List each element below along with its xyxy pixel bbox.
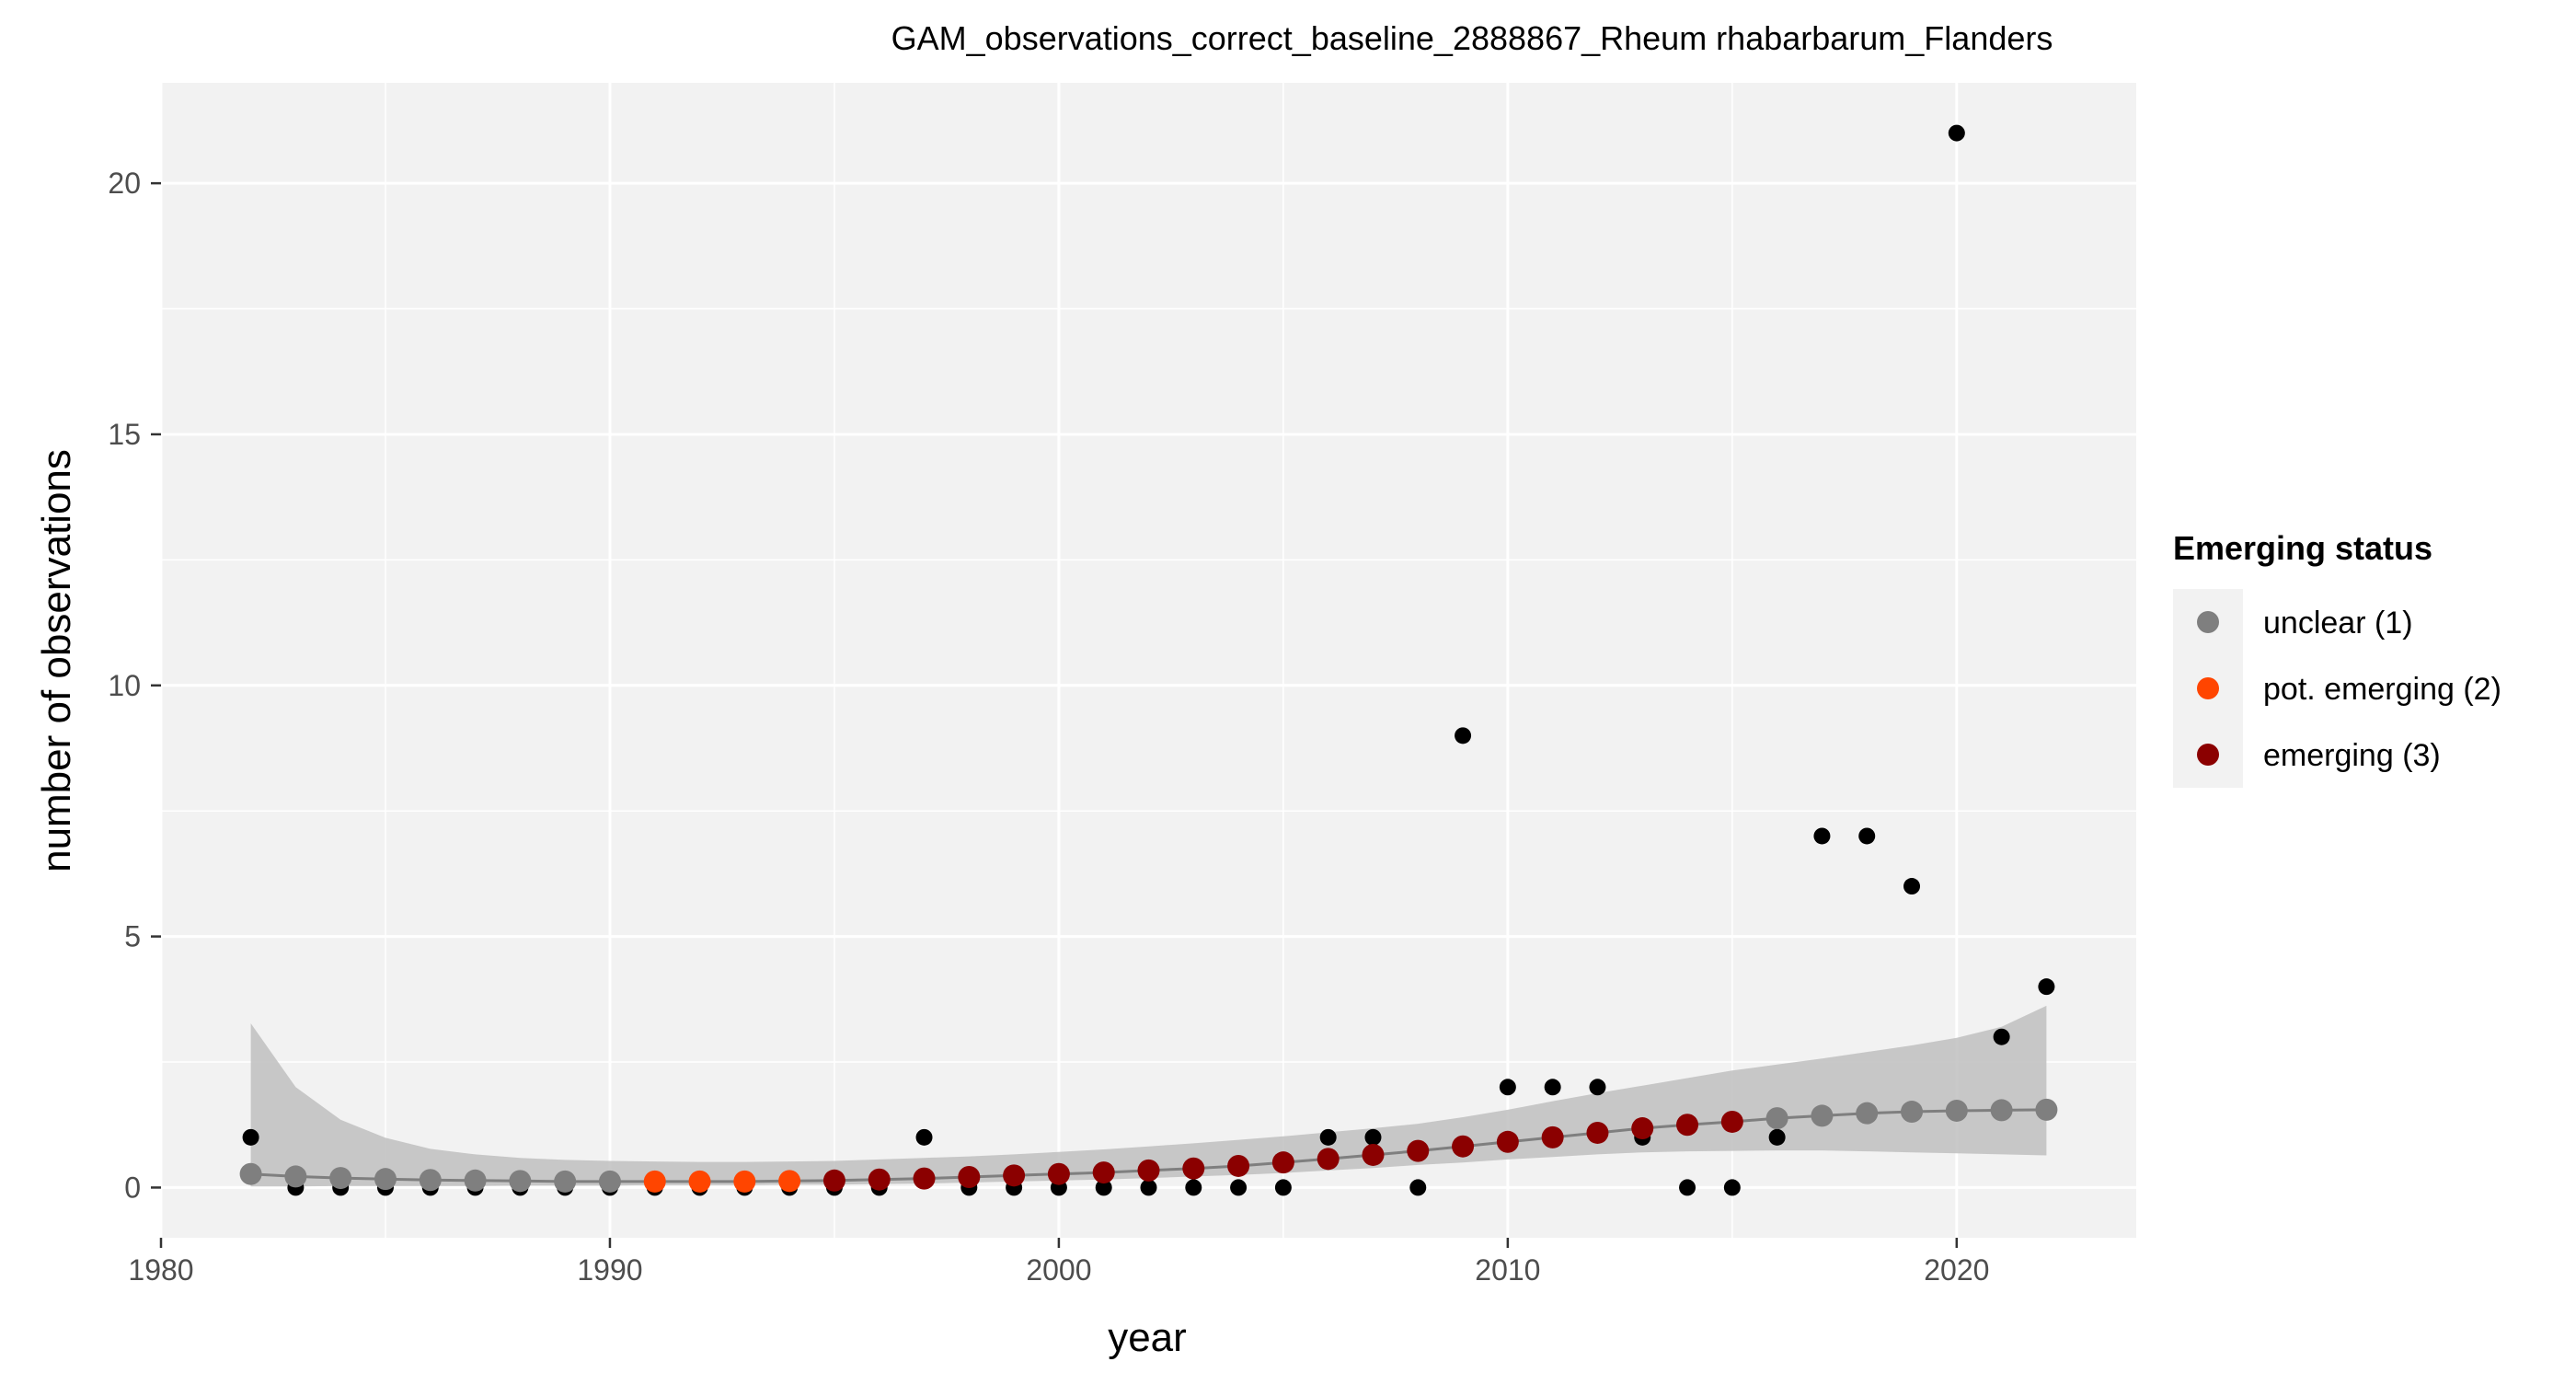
y-tick-label: 5 [124,920,141,953]
gam-fit-point [1496,1130,1519,1153]
observation-point [1768,1128,1786,1146]
observation-point [1679,1179,1696,1196]
observation-point [1993,1028,2010,1045]
observation-point [1274,1179,1292,1196]
gam-fit-point [329,1167,352,1190]
x-tick-label: 2010 [1475,1253,1540,1287]
y-tick-label: 20 [108,167,141,200]
legend-entries: unclear (1) pot. emerging (2) emerging (3) [2197,606,2501,773]
legend-key [2197,744,2219,766]
gam-fit-point [958,1165,981,1188]
gam-fit-point [1586,1121,1609,1144]
gam-fit-point [598,1170,621,1193]
observation-point [1903,878,1921,895]
legend-label: unclear (1) [2263,606,2413,641]
observation-point [915,1128,933,1146]
observation-point [1455,727,1472,744]
gam-fit-point [1452,1135,1475,1158]
x-axis-label: year [1108,1315,1187,1360]
gam-fit-point [733,1170,756,1193]
legend-label: pot. emerging (2) [2263,672,2501,707]
gam-fit-point [464,1169,487,1192]
gam-fit-point [1945,1099,1968,1122]
gam-fit-point [1092,1161,1115,1184]
axes: 1980 1990 2000 2010 2020 0 5 10 15 20 [108,167,1989,1287]
gam-fit-point [1541,1125,1564,1148]
gam-fit-point [1407,1139,1430,1162]
x-tick-label: 2020 [1924,1253,1989,1287]
observation-point [1544,1079,1561,1096]
observation-point [1319,1128,1337,1146]
gam-fit-point [1003,1164,1026,1187]
y-axis-label: number of observations [34,449,79,872]
observation-point [1948,124,1965,142]
observation-point [1409,1179,1427,1196]
grid [159,83,2136,1238]
gam-fit-point [374,1168,397,1191]
y-tick-label: 15 [108,418,141,451]
observation-point [1140,1179,1157,1196]
observation-point [1589,1079,1606,1096]
chart-title: GAM_observations_correct_baseline_288886… [891,19,2053,57]
plot-panel [161,83,2136,1238]
observation-point [2038,978,2055,996]
legend-key [2197,611,2219,633]
gam-fit-points [239,1098,2058,1193]
x-tick-label: 1980 [128,1253,193,1287]
gam-fit-point [239,1162,262,1185]
legend-title: Emerging status [2173,529,2432,567]
legend-label: emerging (3) [2263,738,2441,773]
gam-fit-point [1811,1104,1834,1127]
gam-fit-point [1047,1162,1070,1185]
gam-fit-point [1720,1110,1743,1133]
observation-point [1813,827,1831,845]
x-tick-label: 1990 [577,1253,642,1287]
gam-fit-point [1317,1148,1340,1171]
observation-point [1364,1128,1382,1146]
gam-fit-point [419,1169,442,1192]
x-tick-label: 2000 [1026,1253,1091,1287]
gam-fit-point [1137,1159,1160,1182]
gam-fit-point [778,1170,801,1193]
gam-fit-point [1362,1143,1385,1166]
gam-fit-point [554,1170,577,1193]
observation-point [1858,827,1876,845]
gam-fit-point [868,1168,891,1191]
gam-fit-point [643,1170,666,1193]
gam-fit-point [1182,1157,1205,1180]
observation-point [242,1128,259,1146]
gam-fit-point [1856,1102,1879,1125]
gam-fit-point [1676,1114,1699,1137]
gam-fit-point [2035,1098,2058,1121]
gam-fit-point [509,1170,532,1193]
observation-point [1185,1179,1202,1196]
gam-fit-point [1765,1107,1788,1130]
gam-fit-point [913,1167,936,1190]
gam-fit-point [284,1165,307,1188]
observation-point [1499,1079,1516,1096]
gam-fit-point [1271,1151,1294,1174]
y-tick-label: 0 [124,1171,141,1204]
observation-point [1095,1179,1112,1196]
legend-key [2197,677,2219,699]
gam-fit-point [1990,1099,2013,1122]
gam-fit-point [1227,1154,1250,1177]
y-tick-label: 10 [108,669,141,702]
observation-point [1230,1179,1248,1196]
gam-fit-point [1901,1101,1924,1124]
gam-fit-point [688,1170,711,1193]
legend: Emerging status unclear (1) pot. emerging… [2173,529,2501,788]
gam-fit-point [1631,1117,1654,1140]
gam-fit-point [822,1169,845,1192]
observation-point [1723,1179,1741,1196]
